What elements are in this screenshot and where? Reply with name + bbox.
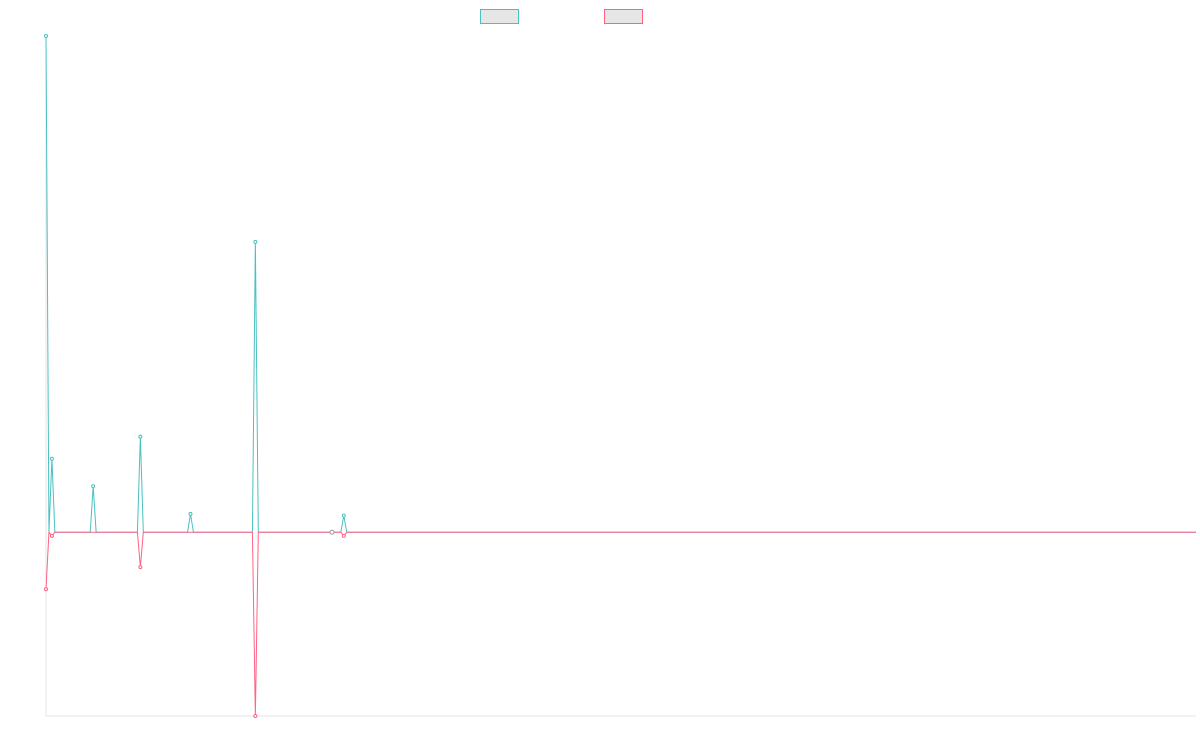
data-point-series-2[interactable] bbox=[44, 587, 48, 592]
data-point-series-1[interactable] bbox=[49, 456, 54, 461]
data-point-series-1[interactable] bbox=[138, 434, 143, 439]
data-point-series-1[interactable] bbox=[91, 484, 96, 489]
data-point-series-1[interactable] bbox=[188, 511, 193, 516]
legend-item-series-2[interactable] bbox=[604, 9, 649, 24]
data-point-marker[interactable] bbox=[329, 529, 335, 535]
legend bbox=[0, 9, 1200, 27]
series-line-2 bbox=[45, 531, 1196, 717]
legend-item-series-1[interactable] bbox=[480, 9, 525, 24]
data-point-series-1[interactable] bbox=[341, 513, 346, 518]
data-point-series-2[interactable] bbox=[49, 533, 54, 538]
legend-swatch-series-1 bbox=[480, 9, 519, 24]
data-point-series-1[interactable] bbox=[44, 34, 48, 38]
legend-swatch-series-2 bbox=[604, 9, 643, 24]
data-point-series-2[interactable] bbox=[138, 565, 143, 570]
series-line-1 bbox=[45, 35, 1196, 533]
data-point-series-2[interactable] bbox=[253, 714, 258, 718]
data-point-series-2[interactable] bbox=[341, 533, 346, 538]
series-layer bbox=[44, 34, 1196, 718]
data-point-series-1[interactable] bbox=[253, 239, 258, 244]
